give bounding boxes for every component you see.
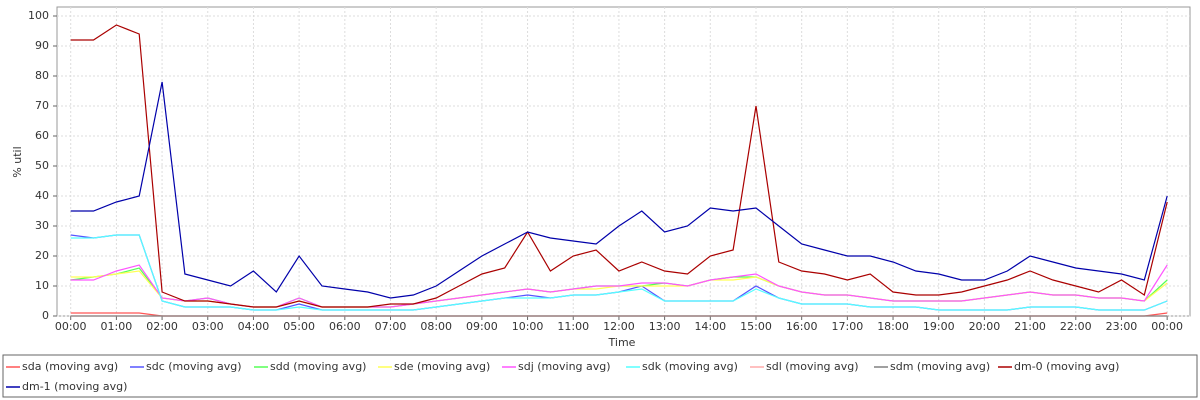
- x-tick-label: 22:00: [1060, 320, 1092, 333]
- legend-label: sdm (moving avg): [890, 360, 990, 373]
- x-tick-label: 04:00: [238, 320, 270, 333]
- legend-label: dm-0 (moving avg): [1014, 360, 1119, 373]
- x-tick-label: 12:00: [603, 320, 635, 333]
- x-tick-label: 05:00: [283, 320, 315, 333]
- y-tick-label: 20: [35, 249, 49, 262]
- x-tick-label: 03:00: [192, 320, 224, 333]
- legend-label: sdj (moving avg): [518, 360, 611, 373]
- y-tick-label: 70: [35, 99, 49, 112]
- plot-area: [56, 6, 1191, 317]
- x-tick-label: 08:00: [420, 320, 452, 333]
- legend-label: dm-1 (moving avg): [22, 380, 127, 393]
- x-tick-label: 20:00: [969, 320, 1001, 333]
- series-line: [70, 234, 1168, 311]
- legend-label: sdk (moving avg): [642, 360, 738, 373]
- legend-label: sdl (moving avg): [766, 360, 859, 373]
- legend: [2, 354, 1198, 398]
- legend-label: sde (moving avg): [394, 360, 490, 373]
- legend-label: sda (moving avg): [22, 360, 118, 373]
- series-line: [70, 81, 1168, 299]
- x-tick-label: 19:00: [923, 320, 955, 333]
- x-tick-label: 17:00: [832, 320, 864, 333]
- x-tick-label: 00:00: [1151, 320, 1183, 333]
- x-axis-label: Time: [608, 336, 636, 349]
- x-tick-label: 11:00: [557, 320, 589, 333]
- x-tick-label: 15:00: [740, 320, 772, 333]
- y-tick-label: 30: [35, 219, 49, 232]
- x-tick-label: 00:00: [55, 320, 87, 333]
- x-tick-label: 21:00: [1014, 320, 1046, 333]
- x-tick-label: 18:00: [877, 320, 909, 333]
- x-tick-label: 23:00: [1106, 320, 1138, 333]
- x-tick-label: 02:00: [146, 320, 178, 333]
- series-line: [70, 24, 1168, 308]
- y-tick-label: 0: [42, 309, 49, 322]
- x-tick-label: 14:00: [694, 320, 726, 333]
- x-tick-label: 16:00: [786, 320, 818, 333]
- y-tick-label: 50: [35, 159, 49, 172]
- x-tick-label: 07:00: [375, 320, 407, 333]
- legend-label: sdd (moving avg): [270, 360, 366, 373]
- legend-label: sdc (moving avg): [146, 360, 242, 373]
- x-tick-label: 06:00: [329, 320, 361, 333]
- y-tick-label: 90: [35, 39, 49, 52]
- y-tick-label: 40: [35, 189, 49, 202]
- x-tick-label: 01:00: [101, 320, 133, 333]
- y-tick-label: 80: [35, 69, 49, 82]
- y-tick-label: 100: [28, 9, 49, 22]
- y-tick-label: 60: [35, 129, 49, 142]
- y-tick-label: 10: [35, 279, 49, 292]
- x-tick-label: 10:00: [512, 320, 544, 333]
- y-axis-label: % util: [11, 146, 24, 177]
- x-tick-label: 13:00: [649, 320, 681, 333]
- x-tick-label: 09:00: [466, 320, 498, 333]
